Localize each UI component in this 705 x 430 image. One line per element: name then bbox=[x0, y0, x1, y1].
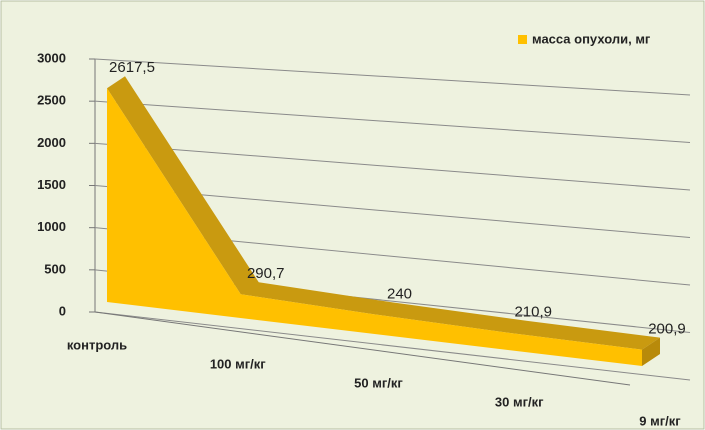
grid-line bbox=[94, 142, 691, 191]
y-tick-label: 0 bbox=[59, 303, 66, 318]
y-tick-label: 500 bbox=[44, 261, 66, 276]
area-side bbox=[642, 337, 660, 366]
value-label: 210,9 bbox=[514, 304, 552, 321]
y-tick-label: 2500 bbox=[37, 93, 66, 108]
area-top bbox=[107, 76, 660, 350]
y-tick-label: 1000 bbox=[37, 219, 66, 234]
x-tick-label: 30 мг/кг bbox=[495, 394, 544, 409]
x-tick-label: контроль bbox=[67, 337, 127, 352]
legend-label: масса опухоли, мг bbox=[532, 31, 651, 46]
value-label: 240 bbox=[387, 285, 412, 302]
y-tick-label: 2000 bbox=[37, 135, 66, 150]
y-tick-label: 3000 bbox=[37, 50, 66, 65]
x-tick-label: 100 мг/кг bbox=[210, 356, 266, 371]
grid-line bbox=[94, 58, 691, 96]
value-label: 2617,5 bbox=[109, 59, 155, 76]
grid-line bbox=[94, 311, 691, 381]
x-tick-label: 9 мг/кг bbox=[639, 413, 681, 428]
y-tick-label: 1500 bbox=[37, 177, 66, 192]
x-tick-label: 50 мг/кг bbox=[354, 375, 403, 390]
x-axis bbox=[94, 311, 631, 386]
grid-line bbox=[94, 100, 691, 143]
area bbox=[107, 88, 642, 367]
value-label: 290,7 bbox=[247, 265, 285, 282]
value-label: 200,9 bbox=[648, 321, 686, 338]
legend-swatch bbox=[518, 35, 527, 44]
